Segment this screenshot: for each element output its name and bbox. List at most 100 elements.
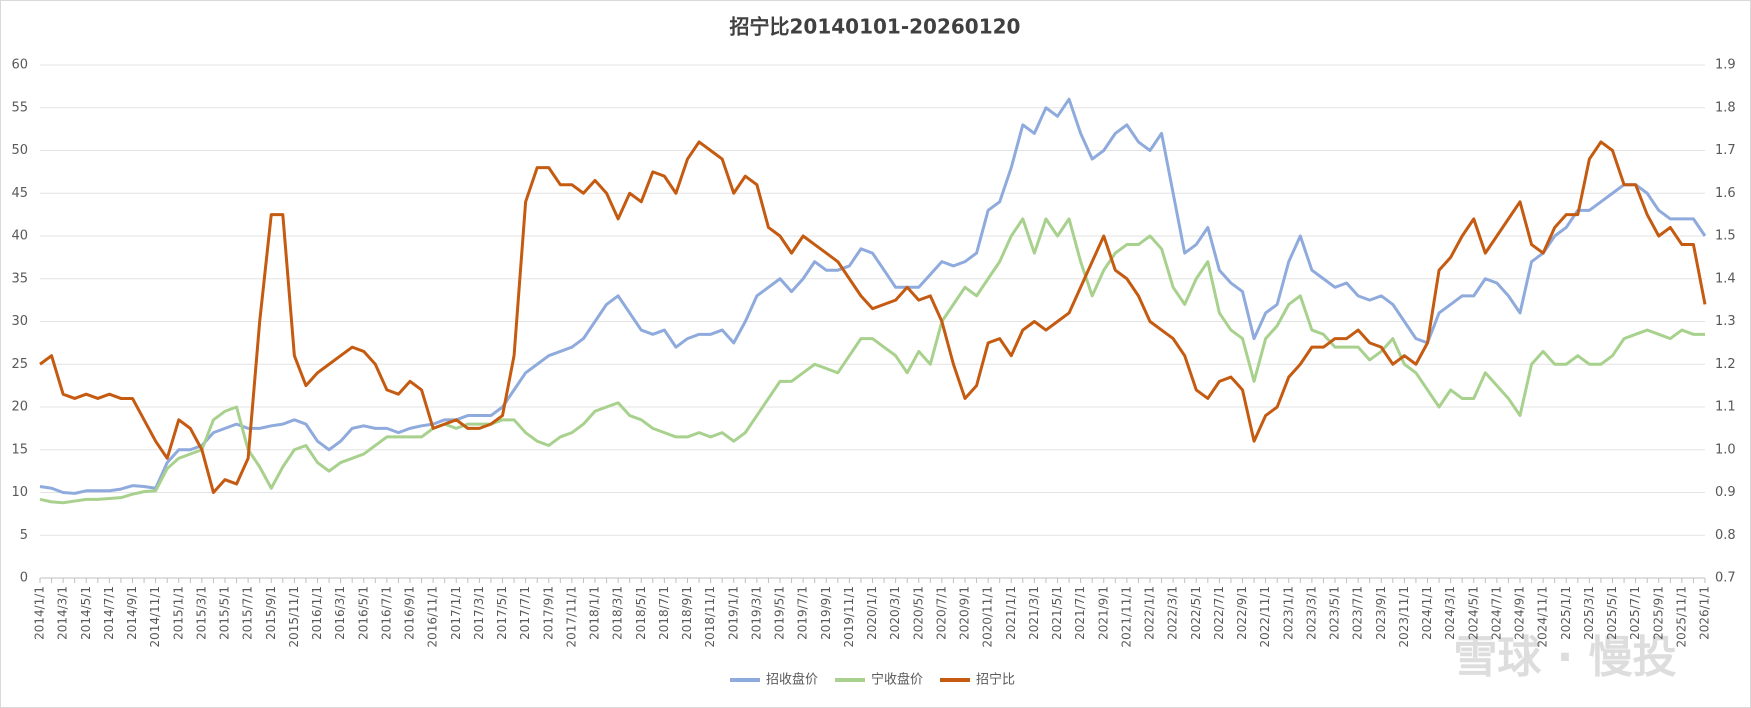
- y2-tick-label: 1.4: [1715, 271, 1736, 286]
- x-tick-label: 2016/5/1: [356, 586, 370, 640]
- x-tick-label: 2025/9/1: [1651, 586, 1665, 640]
- x-tick-label: 2020/9/1: [958, 586, 972, 640]
- y-tick-label: 40: [11, 229, 28, 244]
- x-tick-label: 2016/7/1: [379, 586, 393, 640]
- x-tick-label: 2024/7/1: [1489, 586, 1503, 640]
- x-tick-label: 2024/5/1: [1466, 586, 1480, 640]
- y2-tick-label: 1.0: [1715, 442, 1736, 457]
- x-tick-label: 2025/1/1: [1559, 586, 1573, 640]
- x-tick-label: 2020/1/1: [865, 586, 879, 640]
- x-tick-label: 2015/1/1: [171, 586, 185, 640]
- x-tick-label: 2025/3/1: [1582, 586, 1596, 640]
- x-tick-label: 2021/5/1: [1050, 586, 1064, 640]
- x-tick-label: 2024/3/1: [1443, 586, 1457, 640]
- x-tick-label: 2019/11/1: [842, 586, 856, 648]
- x-tick-label: 2021/3/1: [1027, 586, 1041, 640]
- x-tick-label: 2020/7/1: [934, 586, 948, 640]
- x-tick-label: 2016/1/1: [310, 586, 324, 640]
- y2-tick-label: 1.7: [1715, 143, 1736, 158]
- x-tick-label: 2021/1/1: [1004, 586, 1018, 640]
- x-tick-label: 2016/9/1: [403, 586, 417, 640]
- x-tick-label: 2021/7/1: [1073, 586, 1087, 640]
- x-tick-label: 2025/11/1: [1674, 586, 1688, 648]
- x-tick-label: 2015/9/1: [264, 586, 278, 640]
- x-tick-label: 2024/11/1: [1536, 586, 1550, 648]
- x-tick-label: 2023/1/1: [1281, 586, 1295, 640]
- x-tick-label: 2014/3/1: [56, 586, 70, 640]
- legend-label: 招收盘价: [766, 672, 818, 688]
- y2-tick-label: 1.2: [1715, 357, 1736, 372]
- x-tick-label: 2015/3/1: [194, 586, 208, 640]
- x-tick-label: 2014/9/1: [125, 586, 139, 640]
- x-tick-label: 2025/7/1: [1628, 586, 1642, 640]
- x-tick-label: 2024/1/1: [1420, 586, 1434, 640]
- y2-tick-label: 1.9: [1715, 58, 1736, 73]
- legend-label: 宁收盘价: [871, 672, 923, 688]
- x-tick-label: 2019/5/1: [773, 586, 787, 640]
- x-tick-label: 2017/11/1: [564, 586, 578, 648]
- x-tick-label: 2018/3/1: [611, 586, 625, 640]
- x-tick-label: 2015/7/1: [241, 586, 255, 640]
- x-tick-label: 2018/5/1: [634, 586, 648, 640]
- y-tick-label: 5: [20, 528, 28, 543]
- x-tick-label: 2026/1/1: [1698, 586, 1712, 640]
- x-tick-label: 2017/7/1: [518, 586, 532, 640]
- x-tick-label: 2016/11/1: [426, 586, 440, 648]
- x-tick-label: 2023/11/1: [1397, 586, 1411, 648]
- x-tick-label: 2015/5/1: [218, 586, 232, 640]
- y-tick-label: 35: [11, 271, 28, 286]
- x-tick-label: 2023/3/1: [1304, 586, 1318, 640]
- x-tick-label: 2017/5/1: [495, 586, 509, 640]
- x-tick-label: 2017/3/1: [472, 586, 486, 640]
- x-tick-label: 2017/1/1: [449, 586, 463, 640]
- x-tick-label: 2018/1/1: [588, 586, 602, 640]
- y-tick-label: 45: [11, 186, 28, 201]
- chart-title: 招宁比20140101-20260120: [730, 15, 1021, 39]
- y-tick-label: 20: [11, 400, 28, 415]
- y2-tick-label: 1.3: [1715, 314, 1736, 329]
- y-tick-label: 30: [11, 314, 28, 329]
- y2-tick-label: 1.8: [1715, 100, 1736, 115]
- y-tick-label: 50: [11, 143, 28, 158]
- y-tick-label: 15: [11, 442, 28, 457]
- y2-tick-label: 1.1: [1715, 400, 1736, 415]
- y-tick-label: 25: [11, 357, 28, 372]
- y2-tick-label: 1.5: [1715, 229, 1736, 244]
- x-tick-label: 2022/5/1: [1189, 586, 1203, 640]
- y2-tick-label: 0.7: [1715, 571, 1736, 586]
- x-tick-label: 2018/7/1: [657, 586, 671, 640]
- x-tick-label: 2022/1/1: [1143, 586, 1157, 640]
- x-tick-label: 2022/9/1: [1235, 586, 1249, 640]
- x-tick-label: 2022/7/1: [1212, 586, 1226, 640]
- x-tick-label: 2019/7/1: [796, 586, 810, 640]
- x-tick-label: 2024/9/1: [1513, 586, 1527, 640]
- x-tick-label: 2019/1/1: [726, 586, 740, 640]
- x-tick-label: 2023/7/1: [1351, 586, 1365, 640]
- x-tick-label: 2018/9/1: [680, 586, 694, 640]
- x-tick-label: 2023/5/1: [1328, 586, 1342, 640]
- y2-tick-label: 0.8: [1715, 528, 1736, 543]
- x-tick-label: 2025/5/1: [1605, 586, 1619, 640]
- y-tick-label: 60: [11, 58, 28, 73]
- x-tick-label: 2020/5/1: [911, 586, 925, 640]
- y-tick-label: 55: [11, 100, 28, 115]
- x-tick-label: 2020/3/1: [888, 586, 902, 640]
- y2-tick-label: 1.6: [1715, 186, 1736, 201]
- x-tick-label: 2015/11/1: [287, 586, 301, 648]
- y-tick-label: 10: [11, 485, 28, 500]
- x-tick-label: 2023/9/1: [1374, 586, 1388, 640]
- legend-label: 招宁比: [976, 672, 1015, 688]
- x-tick-label: 2019/3/1: [749, 586, 763, 640]
- series-line: [39, 140, 1707, 494]
- x-tick-label: 2016/3/1: [333, 586, 347, 640]
- x-tick-label: 2021/9/1: [1096, 586, 1110, 640]
- x-tick-label: 2021/11/1: [1119, 586, 1133, 648]
- x-tick-label: 2018/11/1: [703, 586, 717, 648]
- series-line: [39, 217, 1705, 505]
- x-tick-label: 2014/11/1: [148, 586, 162, 648]
- x-tick-label: 2019/9/1: [819, 586, 833, 640]
- x-tick-label: 2014/7/1: [102, 586, 116, 640]
- x-tick-label: 2017/9/1: [541, 586, 555, 640]
